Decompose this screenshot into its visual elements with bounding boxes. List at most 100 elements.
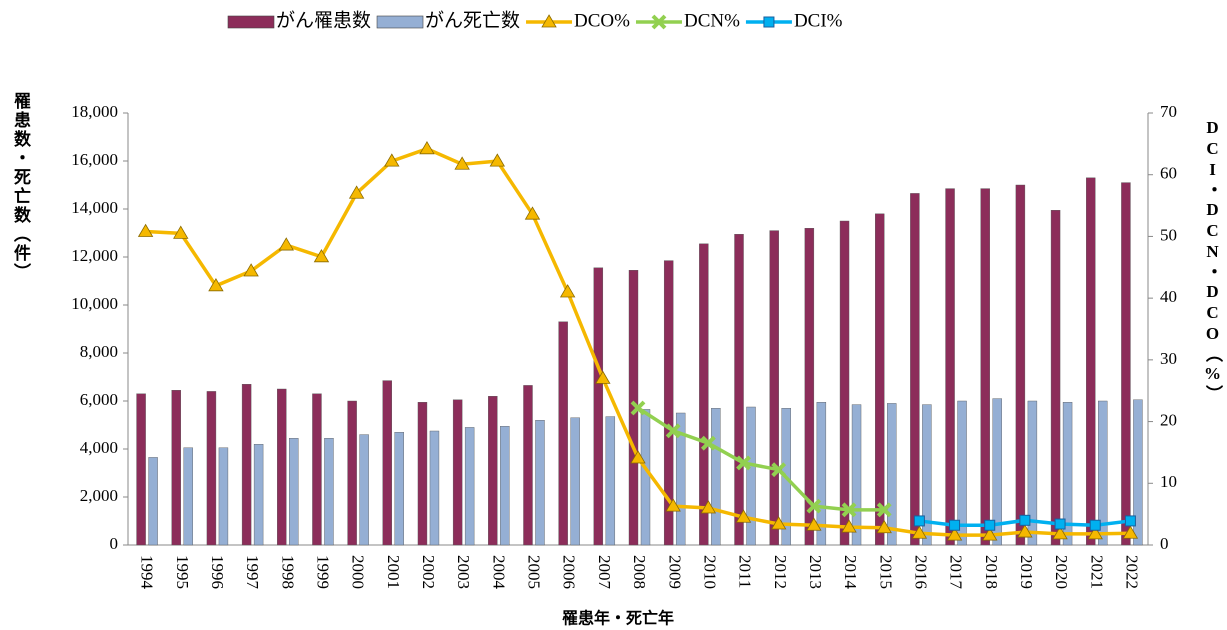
x-tick-label: 2004 xyxy=(489,555,508,590)
bar xyxy=(1086,177,1096,546)
x-tick-label: 1995 xyxy=(173,555,192,589)
y2-tick-label: 60 xyxy=(1160,164,1177,183)
bar xyxy=(804,227,815,546)
y-tick-label: 16,000 xyxy=(71,150,118,169)
line xyxy=(637,406,885,512)
y2-tick-label: 30 xyxy=(1160,349,1177,368)
bar xyxy=(324,438,334,546)
y2-tick-label: 40 xyxy=(1160,287,1177,306)
point xyxy=(665,498,681,512)
x-tick-label: 2008 xyxy=(630,555,649,589)
bar xyxy=(663,260,674,546)
bar xyxy=(452,399,463,546)
y-axis-label: 罹患数・死亡数（件） xyxy=(11,92,30,282)
bar xyxy=(394,432,404,546)
bar xyxy=(922,404,932,546)
y2-tick-label: 70 xyxy=(1160,102,1177,121)
bar xyxy=(464,427,475,546)
x-tick-label: 1996 xyxy=(208,555,227,589)
legend-label: がん罹患数 xyxy=(276,9,371,31)
point xyxy=(1087,526,1103,540)
x-tick-label: 1997 xyxy=(243,555,262,590)
point xyxy=(454,156,470,170)
bar xyxy=(699,243,709,546)
legend-swatch xyxy=(376,15,424,29)
bar xyxy=(171,390,181,546)
bar xyxy=(839,220,850,546)
x-tick-label: 2018 xyxy=(982,555,1001,589)
y-tick-label: 10,000 xyxy=(71,294,118,313)
bar xyxy=(1098,400,1108,546)
x-tick-label: 2001 xyxy=(384,555,403,589)
bar xyxy=(1050,209,1061,546)
point xyxy=(1124,515,1136,527)
point xyxy=(806,498,822,514)
bar xyxy=(148,457,158,546)
point xyxy=(736,455,751,471)
point xyxy=(243,263,259,277)
point xyxy=(208,278,224,292)
point xyxy=(1019,514,1031,526)
point xyxy=(630,400,646,416)
legend-marker xyxy=(651,14,667,30)
x-tick-label: 2012 xyxy=(771,555,790,589)
point xyxy=(984,519,996,531)
bar xyxy=(241,384,252,546)
bar xyxy=(382,380,392,546)
x-tick-label: 2011 xyxy=(736,555,755,588)
point xyxy=(489,153,506,167)
y-tick-label: 6,000 xyxy=(80,390,118,409)
point xyxy=(630,450,646,464)
y2-tick-label: 50 xyxy=(1160,225,1177,244)
bar xyxy=(851,404,862,546)
x-tick-label: 2006 xyxy=(560,555,579,589)
x-tick-label: 2019 xyxy=(1017,555,1036,589)
point xyxy=(1122,525,1139,539)
bar xyxy=(675,412,686,546)
bar xyxy=(734,233,744,546)
x-tick-label: 2014 xyxy=(841,555,860,590)
point xyxy=(771,462,787,478)
bar xyxy=(910,193,920,546)
point xyxy=(700,500,717,514)
bar xyxy=(945,188,955,546)
x-tick-label: 2017 xyxy=(947,555,966,590)
bar xyxy=(277,388,287,546)
point xyxy=(348,185,365,199)
bar xyxy=(769,230,779,546)
bar xyxy=(1062,402,1073,546)
point xyxy=(559,284,576,298)
point xyxy=(841,519,857,533)
bar xyxy=(570,417,580,546)
y-tick-label: 8,000 xyxy=(80,342,118,361)
bar xyxy=(711,408,721,546)
point xyxy=(1052,526,1068,540)
x-tick-label: 2005 xyxy=(525,555,544,589)
legend-label: DCN% xyxy=(684,10,740,31)
bar xyxy=(535,420,545,546)
bar xyxy=(500,426,510,546)
point xyxy=(946,527,963,541)
bar xyxy=(1015,184,1026,546)
point xyxy=(876,519,892,534)
x-axis-label: 罹患年・死亡年 xyxy=(562,609,674,628)
x-tick-label: 2010 xyxy=(700,555,719,589)
y-tick-label: 0 xyxy=(110,534,119,553)
point xyxy=(1089,519,1101,531)
x-tick-label: 2015 xyxy=(876,555,895,589)
bar xyxy=(558,321,568,546)
bar xyxy=(289,438,299,546)
bar xyxy=(1121,182,1131,546)
bar xyxy=(1133,399,1143,546)
x-tick-label: 2013 xyxy=(806,555,825,589)
point xyxy=(911,525,928,539)
point xyxy=(700,435,716,451)
point xyxy=(949,519,961,531)
bar xyxy=(957,400,967,546)
x-tick-label: 2000 xyxy=(349,555,368,589)
point xyxy=(841,502,857,518)
legend-label: がん死亡数 xyxy=(425,9,520,31)
bar xyxy=(429,430,440,546)
x-tick-label: 2003 xyxy=(454,555,473,589)
